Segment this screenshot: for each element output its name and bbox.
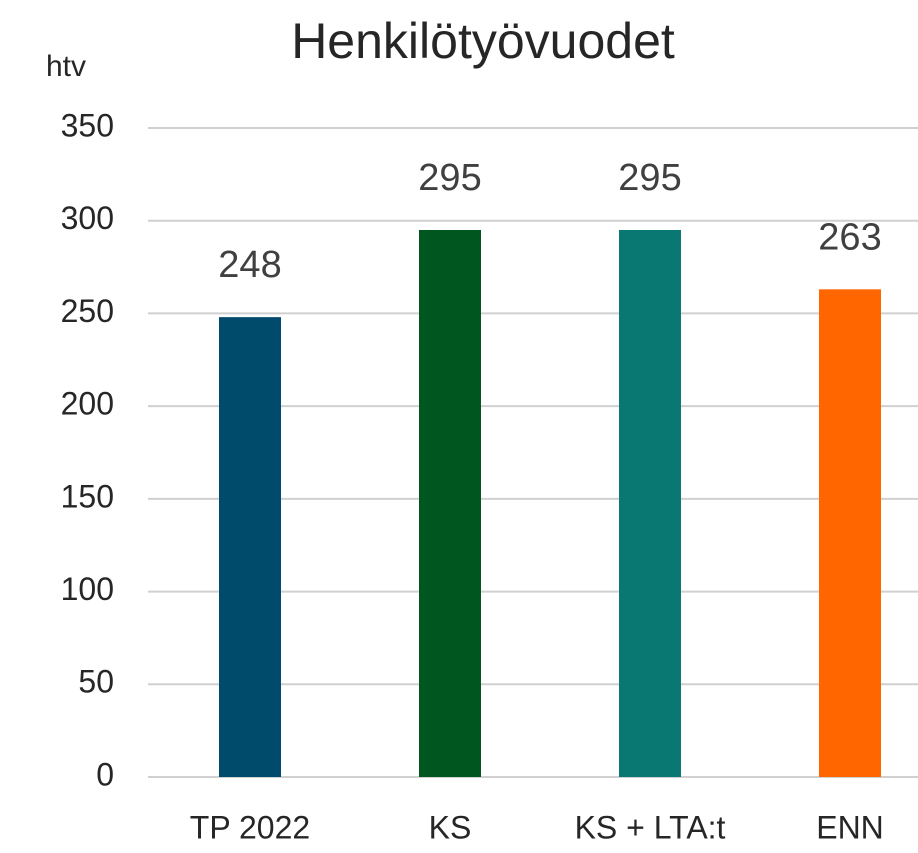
x-tick-label: TP 2022 <box>190 809 310 845</box>
x-tick-label: KS + LTA:t <box>575 809 726 845</box>
value-label: 295 <box>418 157 481 199</box>
bar <box>619 229 681 777</box>
y-tick-label: 0 <box>96 756 114 792</box>
y-axis-label: htv <box>46 50 86 83</box>
y-tick-label: 50 <box>78 664 114 700</box>
y-tick-label: 250 <box>61 293 114 329</box>
bar <box>819 289 881 777</box>
chart-title: Henkilötyövuodet <box>291 13 675 69</box>
value-label: 248 <box>218 244 281 286</box>
y-tick-label: 350 <box>61 107 114 143</box>
bar <box>219 317 281 777</box>
y-tick-label: 300 <box>61 200 114 236</box>
x-tick-label: ENN <box>816 809 884 845</box>
y-tick-label: 100 <box>61 571 114 607</box>
value-label: 263 <box>818 216 881 258</box>
bar <box>419 229 481 777</box>
x-tick-label: KS <box>429 809 472 845</box>
y-tick-label: 150 <box>61 478 114 514</box>
y-tick-label: 200 <box>61 386 114 422</box>
value-label: 295 <box>618 157 681 199</box>
